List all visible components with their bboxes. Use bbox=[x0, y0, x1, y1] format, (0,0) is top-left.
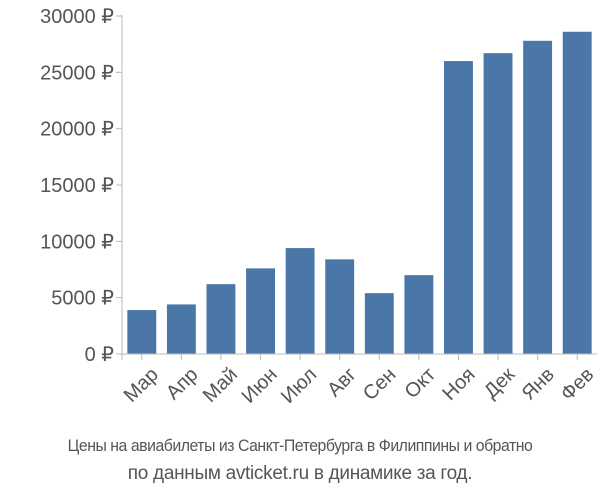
bar-5 bbox=[285, 248, 315, 354]
y-tick-label: 30000 ₽ bbox=[40, 6, 114, 28]
chart-caption-line-2: по данным avticket.ru в динамике за год. bbox=[127, 463, 473, 484]
y-tick-label: 0 ₽ bbox=[85, 344, 115, 366]
x-tick-label: Май bbox=[199, 364, 242, 407]
y-axis-tick-labels: 0 ₽ 5000 ₽ 10000 ₽ 15000 ₽ 20000 ₽ 25000 ₽ 300… bbox=[40, 6, 114, 366]
bar-2 bbox=[166, 304, 196, 354]
bar-10 bbox=[483, 53, 513, 355]
y-tick-label: 5000 ₽ bbox=[51, 288, 114, 310]
x-tick-label: Авг bbox=[323, 364, 361, 402]
x-tick-label: Фев bbox=[557, 364, 599, 406]
bar-8 bbox=[404, 275, 434, 354]
bar-7 bbox=[364, 293, 394, 354]
bar-9 bbox=[444, 61, 473, 355]
bar-6 bbox=[325, 259, 355, 354]
y-tick-label: 10000 ₽ bbox=[40, 231, 114, 253]
y-tick-label: 20000 ₽ bbox=[40, 119, 114, 141]
x-tick-label: Июн bbox=[238, 364, 282, 408]
bar-1 bbox=[127, 310, 157, 354]
x-tick-label: Июл bbox=[277, 364, 321, 408]
y-tick-label: 15000 ₽ bbox=[40, 175, 114, 197]
x-tick-label: Окт bbox=[401, 364, 440, 403]
bars-group bbox=[127, 31, 592, 355]
chart-caption-line-1: Цены на авиабилеты из Санкт-Петербурга в… bbox=[67, 436, 533, 455]
x-tick-label: Апр bbox=[162, 364, 203, 405]
x-tick-label: Сен bbox=[359, 364, 400, 405]
x-tick-label: Янв bbox=[518, 364, 559, 405]
x-axis-ticks bbox=[141, 354, 578, 360]
y-tick-label: 25000 ₽ bbox=[40, 62, 114, 84]
x-tick-label: Ноя bbox=[438, 364, 479, 405]
bar-4 bbox=[246, 268, 275, 354]
bar-12 bbox=[562, 31, 592, 354]
y-axis-ticks bbox=[116, 15, 122, 355]
x-tick-label: Мар bbox=[120, 364, 163, 407]
x-tick-label: Дек bbox=[480, 363, 519, 402]
bar-11 bbox=[523, 40, 553, 354]
bar-3 bbox=[206, 284, 236, 354]
